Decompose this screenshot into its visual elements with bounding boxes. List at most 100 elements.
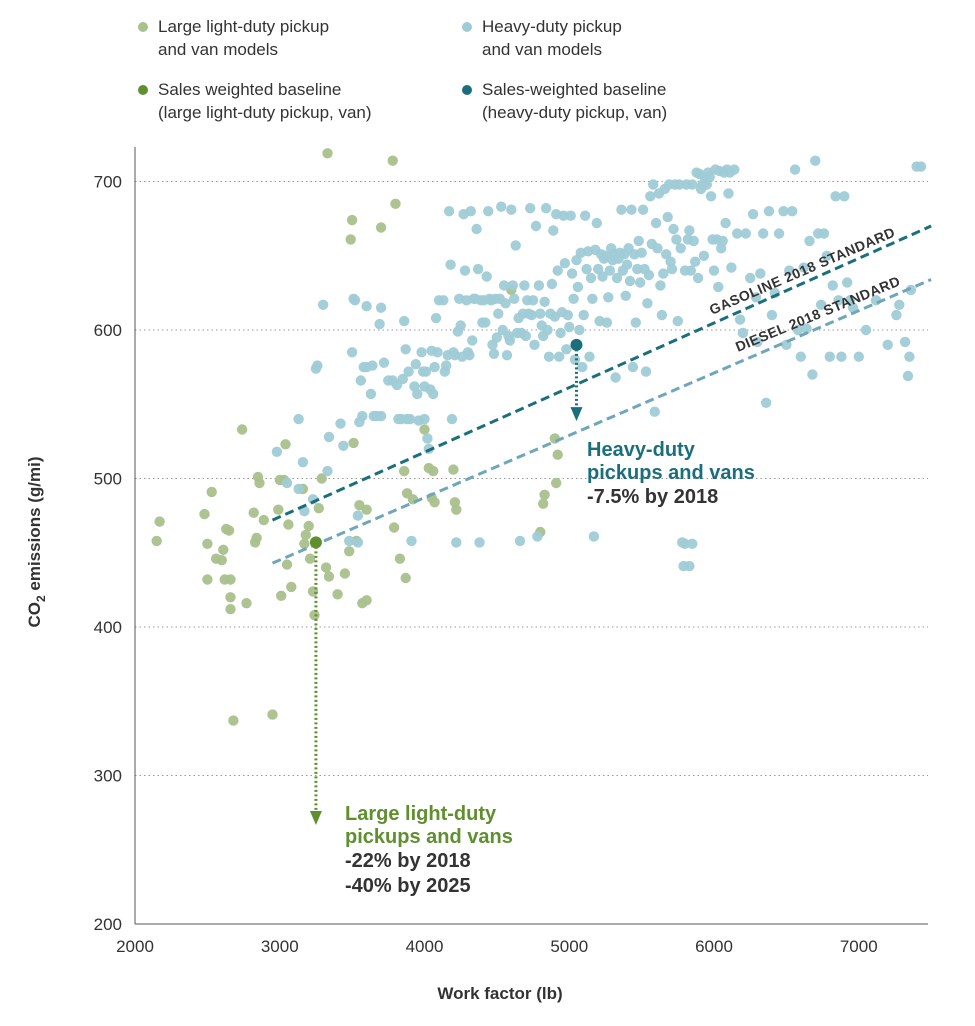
heavy-models-point <box>562 309 573 321</box>
heavy-models-point <box>322 465 333 477</box>
standard-lines <box>271 224 932 565</box>
heavy-models-point <box>720 217 731 229</box>
legend-heavy-baseline-line1: Sales-weighted baseline <box>482 80 666 99</box>
heavy-models-point <box>642 298 653 309</box>
heavy-models-point <box>323 431 335 443</box>
legend-light-baseline-line2: (large light-duty pickup, van) <box>158 103 372 122</box>
heavy-models-point <box>745 272 756 284</box>
heavy-models-point <box>412 388 423 400</box>
light-models-point <box>202 538 213 549</box>
heavy-models-point <box>687 538 698 549</box>
heavy-models-point <box>577 361 588 373</box>
light-models-point <box>344 546 355 557</box>
heavy-annotation-title-2: pickups and vans <box>587 462 755 484</box>
heavy-models-point <box>688 235 699 247</box>
heavy-models-point <box>787 206 798 217</box>
heavy-models-point <box>804 235 815 247</box>
heavy-models-point <box>882 339 893 350</box>
heavy-models-point <box>620 290 631 301</box>
heavy-models-point <box>564 321 575 333</box>
light-models-point <box>258 514 269 526</box>
heavy-arrow-head <box>570 407 583 422</box>
heavy-models-point <box>410 359 421 370</box>
heavy-models-point <box>824 351 835 362</box>
light-models-point <box>216 555 227 566</box>
light-models-point <box>407 494 419 505</box>
heavy-models-point <box>717 235 728 247</box>
heavy-models-point <box>624 275 636 287</box>
heavy-models-point <box>734 314 746 325</box>
y-tick-label-600: 600 <box>94 321 122 340</box>
light-models-point <box>322 148 333 159</box>
light-models-point <box>448 464 459 475</box>
heavy-models-point <box>422 433 433 444</box>
legend-heavy-models-line2: and van models <box>482 40 602 59</box>
heavy-models-point <box>281 477 293 489</box>
light-models-point <box>316 473 327 484</box>
light-arrow-head <box>309 811 322 826</box>
heavy-models-point <box>597 271 608 282</box>
heavy-models-point <box>472 263 484 275</box>
light-models-point <box>254 477 265 489</box>
heavy-baseline-point <box>570 338 583 351</box>
heavy-models-point <box>755 268 766 279</box>
y-tick-label-200: 200 <box>94 915 122 934</box>
heavy-models-point <box>899 336 911 348</box>
heavy-models-point <box>798 262 809 273</box>
heavy-models-point <box>493 308 504 319</box>
heavy-models-point <box>565 210 576 221</box>
heavy-models-point <box>652 243 663 254</box>
heavy-models-point <box>483 206 494 217</box>
heavy-models-point <box>640 366 652 377</box>
heavy-models-point <box>679 538 691 549</box>
heavy-models-point <box>404 413 416 425</box>
y-tick-label-400: 400 <box>94 618 122 637</box>
light-models-point <box>419 424 430 435</box>
y-axis-ticks: 200 300 400 500 600 700 <box>94 173 122 935</box>
heavy-models-point <box>446 413 458 425</box>
heavy-models-point <box>810 155 821 166</box>
heavy-models-point <box>833 295 844 306</box>
heavy-models-point <box>685 265 696 276</box>
heavy-models-point <box>740 228 751 239</box>
heavy-models-point <box>406 535 417 547</box>
heavy-models-point <box>842 277 853 288</box>
light-models-point <box>286 581 297 593</box>
light-models-point <box>539 489 550 500</box>
x-tick-label-6000: 6000 <box>695 937 733 956</box>
heavy-models-point <box>514 535 526 547</box>
light-models-point <box>273 504 284 515</box>
heavy-models-point <box>778 206 789 217</box>
heavy-models-point <box>773 228 785 239</box>
legend-light-models-swatch <box>138 22 148 32</box>
heavy-models-point <box>635 277 646 288</box>
reduction-arrows <box>309 344 583 826</box>
heavy-models-point <box>795 351 806 362</box>
heavy-models-point <box>471 223 482 235</box>
heavy-models-point <box>552 265 563 276</box>
heavy-models-point <box>750 292 762 303</box>
heavy-models-point <box>891 309 902 321</box>
light-models-point <box>551 477 562 489</box>
heavy-models-point <box>525 203 536 214</box>
heavy-models-point <box>580 210 591 221</box>
heavy-models-point <box>752 336 763 348</box>
light-models-point <box>451 504 462 515</box>
heavy-models-point <box>532 531 543 542</box>
legend-light-models-line1: Large light-duty pickup <box>158 17 329 36</box>
heavy-models-point <box>726 262 737 273</box>
legend-heavy-models-line1: Heavy-duty pickup <box>482 17 622 36</box>
light-models-point <box>223 525 235 536</box>
heavy-models-point <box>419 413 430 425</box>
light-models-point <box>218 544 229 555</box>
heavy-models-point <box>539 296 550 307</box>
light-baseline-point <box>309 536 322 549</box>
heavy-models-point <box>747 209 759 220</box>
heavy-models-point <box>346 347 358 358</box>
heavy-models-point <box>784 265 795 276</box>
heavy-models-point <box>591 217 602 229</box>
legend-heavy-baseline-swatch <box>462 85 472 95</box>
heavy-models-point <box>344 535 355 547</box>
legend-heavy-models-swatch <box>462 22 472 32</box>
diesel-line-standard <box>271 278 932 565</box>
